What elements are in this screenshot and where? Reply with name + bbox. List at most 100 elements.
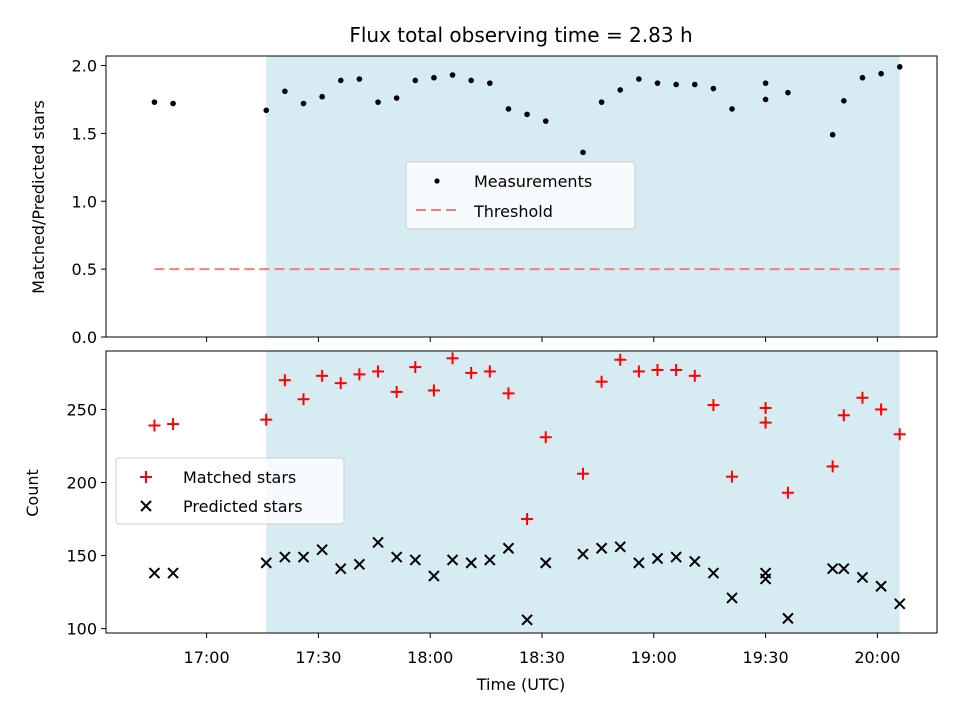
predicted-star-point: [595, 542, 608, 554]
predicted-star-point: [782, 612, 794, 625]
y-tick-label: 2.0: [72, 57, 97, 76]
predicted-star-point: [521, 614, 533, 626]
measurement-point: [762, 96, 769, 103]
y-tick-label: 100: [66, 620, 97, 639]
x-tick-label: 18:30: [519, 648, 565, 667]
measurement-point: [710, 85, 717, 92]
matched-star-point: [353, 368, 366, 381]
matched-star-point: [316, 369, 329, 382]
legend-matched-marker: [140, 471, 152, 483]
predicted-star-point: [856, 571, 869, 584]
measurement-point: [300, 100, 307, 107]
y-tick-label: 1.5: [72, 124, 97, 143]
measurement-point: [729, 106, 735, 112]
predicted-star-point: [409, 554, 422, 566]
matched-star-point: [781, 486, 794, 499]
bottom-y-axis-label: Count: [23, 469, 42, 517]
predicted-stars-points: [148, 536, 906, 626]
matched-star-point: [726, 470, 739, 483]
measurement-point: [691, 81, 698, 88]
predicted-star-point: [372, 536, 384, 549]
matched-star-point: [614, 353, 627, 366]
matched-star-point: [759, 416, 772, 429]
legend-measurements-marker: [434, 178, 440, 184]
y-tick-label: 150: [66, 547, 97, 566]
matched-star-point: [651, 363, 664, 376]
predicted-star-point: [707, 567, 720, 579]
predicted-star-point: [651, 552, 664, 565]
measurement-point: [829, 131, 836, 138]
predicted-star-point: [148, 567, 161, 579]
predicted-star-point: [759, 573, 772, 585]
y-tick-label: 250: [66, 400, 97, 419]
matched-star-point: [465, 366, 478, 379]
top-axes-frame: [105, 55, 938, 338]
chart-title: Flux total observing time = 2.83 h: [349, 23, 692, 47]
y-tick-label: 1.0: [72, 192, 97, 211]
bottom-axes-frame: [105, 350, 938, 634]
legend-matched-label: Matched stars: [183, 468, 296, 487]
measurement-point: [654, 80, 661, 86]
measurement-point: [375, 99, 381, 105]
measurement-point: [542, 118, 549, 124]
predicted-star-point: [465, 557, 477, 569]
x-tick-label: 20:00: [854, 648, 900, 667]
predicted-star-point: [838, 563, 850, 575]
measurement-point: [841, 97, 847, 104]
matched-star-point: [759, 401, 772, 414]
predicted-star-point: [167, 567, 179, 579]
x-tick-label: 17:00: [184, 648, 230, 667]
measurement-point: [449, 72, 456, 78]
matched-star-point: [427, 384, 440, 397]
top-legend: Measurements Threshold: [405, 161, 636, 230]
predicted-star-point: [670, 551, 682, 563]
matched-star-point: [278, 374, 291, 387]
matched-star-point: [148, 419, 161, 432]
top-panel: 0.00.51.01.52.0 Matched/Predicted stars …: [29, 55, 938, 347]
measurement-point: [505, 106, 512, 112]
measurement-point: [170, 100, 176, 107]
measurement-point: [282, 88, 288, 95]
measurement-point: [524, 111, 530, 118]
predicted-star-point: [316, 544, 328, 556]
matched-star-point: [595, 375, 608, 388]
top-y-axis-label: Matched/Predicted stars: [29, 100, 48, 294]
matched-star-point: [260, 413, 273, 426]
measurement-point: [356, 76, 363, 82]
predicted-star-point: [279, 551, 291, 563]
matched-star-point: [539, 431, 552, 444]
predicted-star-point: [428, 570, 440, 582]
bottom-y-axis: 100 150 200 250: [66, 400, 106, 639]
measurement-point: [785, 89, 791, 96]
matched-star-point: [390, 385, 403, 398]
bottom-panel: 100 150 200 250 17:00 17:30 18:00 18:30 19:00 19…: [23, 350, 938, 694]
measurement-point: [263, 107, 270, 114]
predicted-star-point: [689, 555, 701, 568]
matched-star-point: [334, 377, 347, 390]
predicted-star-point: [260, 557, 272, 569]
matched-star-point: [576, 467, 589, 480]
matched-star-point: [707, 399, 720, 412]
measurement-point: [337, 77, 344, 84]
y-tick-label: 200: [66, 474, 97, 493]
measurement-point: [617, 87, 624, 93]
predicted-star-point: [502, 542, 515, 554]
measurement-point: [151, 99, 158, 105]
matched-star-point: [409, 361, 422, 374]
top-y-axis: 0.0 0.5 1.0 1.5 2.0: [72, 57, 106, 347]
matched-star-point: [826, 460, 839, 473]
predicted-star-point: [390, 551, 403, 563]
predicted-star-point: [446, 554, 459, 566]
matched-star-point: [167, 418, 180, 431]
predicted-star-point: [875, 580, 887, 592]
matched-star-point: [875, 403, 888, 416]
legend-threshold-label: Threshold: [473, 202, 553, 221]
predicted-star-point: [577, 548, 589, 560]
measurement-points: [151, 64, 903, 156]
measurement-point: [859, 74, 866, 81]
x-tick-label: 19:00: [631, 648, 677, 667]
predicted-star-point: [335, 563, 347, 575]
predicted-star-point: [540, 557, 552, 569]
top-legend-box: [405, 161, 636, 230]
